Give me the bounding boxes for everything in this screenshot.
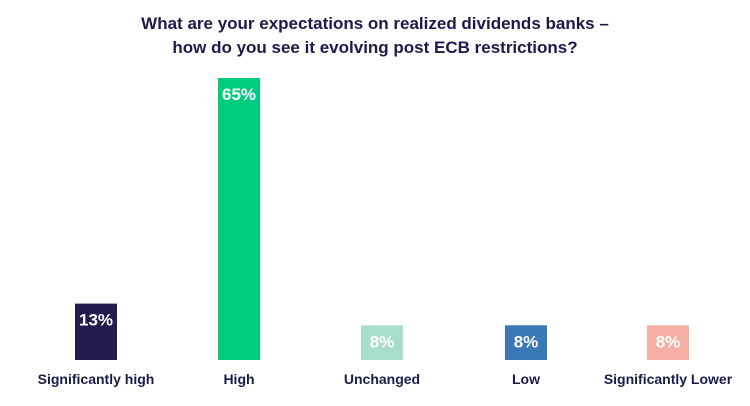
bar-value-label: 8% — [656, 332, 681, 351]
bar-high — [218, 78, 260, 360]
category-label: Significantly Lower — [604, 371, 733, 387]
category-label: Low — [512, 371, 540, 387]
bar-significantly-high — [75, 303, 117, 360]
chart-title: What are your expectations on realized d… — [0, 12, 750, 60]
bar-value-label: 8% — [370, 332, 395, 351]
category-label: High — [223, 371, 254, 387]
bar-value-label: 8% — [514, 332, 539, 351]
category-label: Significantly high — [38, 371, 155, 387]
bar-significantly-lower — [647, 325, 689, 360]
bar-low — [505, 325, 547, 360]
bar-value-label: 13% — [79, 311, 113, 330]
bar-unchanged — [361, 325, 403, 360]
category-label: Unchanged — [344, 371, 420, 387]
chart-title-line-2: how do you see it evolving post ECB rest… — [172, 38, 578, 57]
chart-title-line-1: What are your expectations on realized d… — [141, 14, 609, 33]
bar-value-label: 65% — [222, 85, 256, 104]
